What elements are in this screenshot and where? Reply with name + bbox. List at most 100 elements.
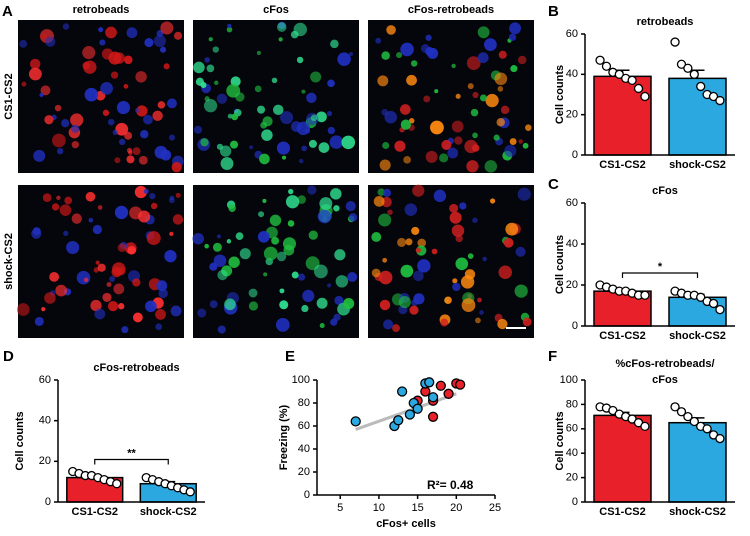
- cell: [308, 230, 318, 240]
- cell: [39, 92, 44, 97]
- cell: [155, 323, 163, 331]
- cell: [200, 81, 207, 89]
- cell: [59, 204, 72, 216]
- cell: [49, 272, 60, 282]
- cell: [381, 51, 390, 60]
- cell: [76, 270, 91, 285]
- cell: [138, 155, 148, 165]
- bar: [668, 77, 727, 156]
- data-point: [627, 75, 637, 86]
- data-point: [427, 411, 439, 422]
- cell: [153, 34, 166, 47]
- panel-letter: C: [548, 176, 559, 193]
- cell: [423, 95, 431, 103]
- cell: [129, 206, 143, 220]
- data-point: [640, 91, 650, 102]
- cell: [373, 195, 385, 207]
- cell: [327, 283, 332, 288]
- cell: [209, 300, 218, 309]
- cell: [400, 104, 411, 115]
- x-tick-label: 20: [450, 502, 462, 514]
- cell: [261, 129, 273, 141]
- cell: [70, 113, 84, 127]
- data-point: [689, 416, 699, 427]
- cell: [297, 195, 306, 204]
- cell: [71, 124, 80, 133]
- cell: [301, 304, 309, 313]
- cell: [248, 301, 259, 311]
- cell: [497, 86, 504, 92]
- data-point: [435, 380, 446, 391]
- y-tick-label: 20: [566, 109, 578, 121]
- y-tick-label: 80: [566, 398, 578, 410]
- cell: [326, 110, 333, 117]
- x-tick-label: CS1-CS2: [599, 159, 645, 171]
- cell: [415, 247, 421, 253]
- cell: [173, 31, 183, 40]
- cell: [417, 238, 427, 248]
- y-tick-label: 60: [39, 374, 51, 386]
- cell: [348, 213, 358, 222]
- cell: [396, 52, 403, 59]
- significance-label: *: [658, 261, 663, 273]
- cell: [452, 282, 461, 292]
- cell: [160, 46, 167, 53]
- cell: [144, 38, 154, 48]
- cell: [343, 297, 355, 310]
- cell: [477, 26, 490, 39]
- cell: [455, 93, 461, 99]
- cell: [155, 309, 166, 320]
- cell: [472, 91, 479, 99]
- cell: [118, 138, 126, 146]
- cell: [400, 42, 414, 57]
- data-point: [696, 292, 706, 302]
- cell: [156, 280, 168, 292]
- cell: [494, 72, 508, 86]
- cell: [227, 23, 232, 29]
- cell: [145, 300, 157, 313]
- cell: [132, 147, 141, 156]
- x-tick-label: 10: [373, 502, 385, 514]
- cell: [299, 158, 304, 164]
- cell: [63, 230, 69, 236]
- cell: [206, 64, 215, 73]
- cell: [382, 188, 392, 197]
- cell: [149, 192, 156, 200]
- cell: [329, 135, 344, 149]
- cell: [226, 83, 241, 98]
- cell: [280, 111, 294, 125]
- cell: [327, 126, 335, 135]
- cell: [279, 288, 285, 294]
- y-tick-label: 0: [572, 320, 578, 332]
- significance-bracket: [621, 272, 699, 278]
- data-point: [455, 379, 466, 390]
- cell: [317, 209, 332, 224]
- y-tick-label: 40: [39, 415, 51, 427]
- cell: [319, 323, 325, 329]
- cell: [337, 52, 351, 66]
- cell: [170, 305, 182, 317]
- cell: [467, 253, 474, 259]
- cell: [168, 134, 176, 141]
- cell: [107, 118, 115, 126]
- cell: [200, 138, 209, 147]
- cell: [466, 160, 479, 173]
- cell: [510, 65, 518, 73]
- cell: [212, 46, 219, 53]
- cell: [126, 147, 133, 154]
- chart-title: cFos: [652, 185, 678, 197]
- cell: [334, 295, 344, 306]
- cell: [192, 232, 204, 245]
- cell: [45, 36, 56, 47]
- y-tick-label: 40: [566, 447, 578, 459]
- cell: [509, 138, 517, 146]
- cell: [175, 192, 181, 198]
- cell: [40, 85, 51, 96]
- data-point: [633, 83, 644, 94]
- cell: [427, 47, 439, 59]
- data-point: [601, 61, 612, 71]
- data-point: [708, 298, 719, 309]
- cell: [290, 121, 302, 132]
- cell: [471, 144, 480, 152]
- y-tick-label: 20: [298, 466, 310, 478]
